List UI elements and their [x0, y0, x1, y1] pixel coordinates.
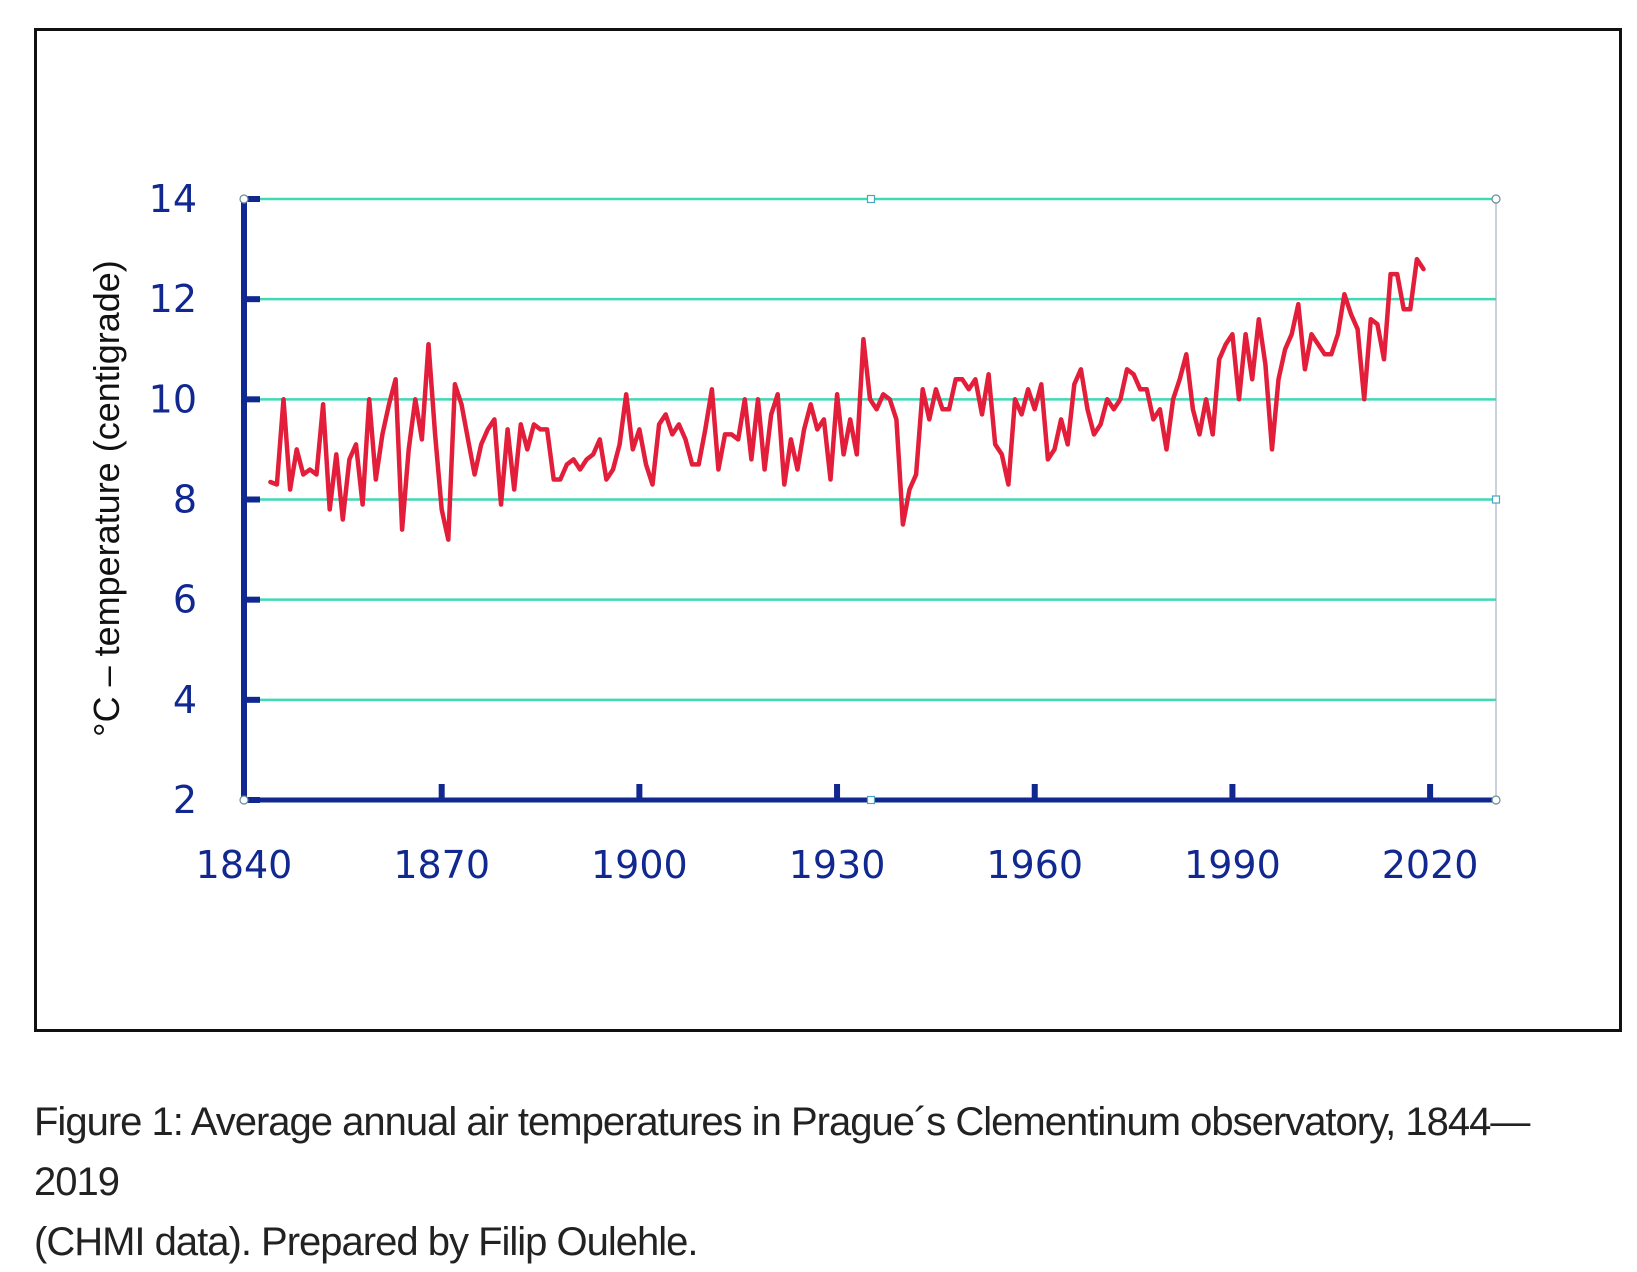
y-tick-label-6: 6: [173, 578, 197, 622]
y-tick-label-8: 8: [173, 478, 197, 522]
y-tick-labels: 2 4 6 8 10 12 14: [149, 177, 197, 822]
gridlines: [244, 199, 1496, 700]
side-handle-1: [868, 797, 875, 804]
x-tick-label-1840: 1840: [196, 843, 293, 887]
corner-handle-2: [240, 796, 248, 804]
x-tick-labels: 1840 1870 1900 1930 1960 1990 2020: [196, 843, 1479, 887]
corner-handle-0: [240, 195, 248, 203]
x-tick-label-1870: 1870: [393, 843, 490, 887]
y-tick-label-2: 2: [173, 778, 197, 822]
x-tick-label-2020: 2020: [1382, 843, 1479, 887]
corner-handle-3: [1492, 796, 1500, 804]
x-tick-label-1960: 1960: [986, 843, 1083, 887]
x-tick-label-1930: 1930: [789, 843, 886, 887]
y-tick-label-14: 14: [149, 177, 197, 221]
x-tick-label-1990: 1990: [1184, 843, 1281, 887]
corner-handle-1: [1492, 195, 1500, 203]
caption-line-1: Figure 1: Average annual air temperature…: [34, 1092, 1594, 1212]
y-tick-label-10: 10: [149, 377, 197, 421]
side-handle-0: [868, 196, 875, 203]
caption-line-2: (CHMI data). Prepared by Filip Oulehle.: [34, 1212, 1594, 1272]
y-tick-label-4: 4: [173, 678, 197, 722]
y-axis-label: °C – temperature (centigrade): [86, 260, 127, 737]
x-tick-label-1900: 1900: [591, 843, 688, 887]
y-tick-label-12: 12: [149, 277, 197, 321]
figure-caption: Figure 1: Average annual air temperature…: [34, 1092, 1594, 1272]
side-handle-2: [1493, 496, 1500, 503]
